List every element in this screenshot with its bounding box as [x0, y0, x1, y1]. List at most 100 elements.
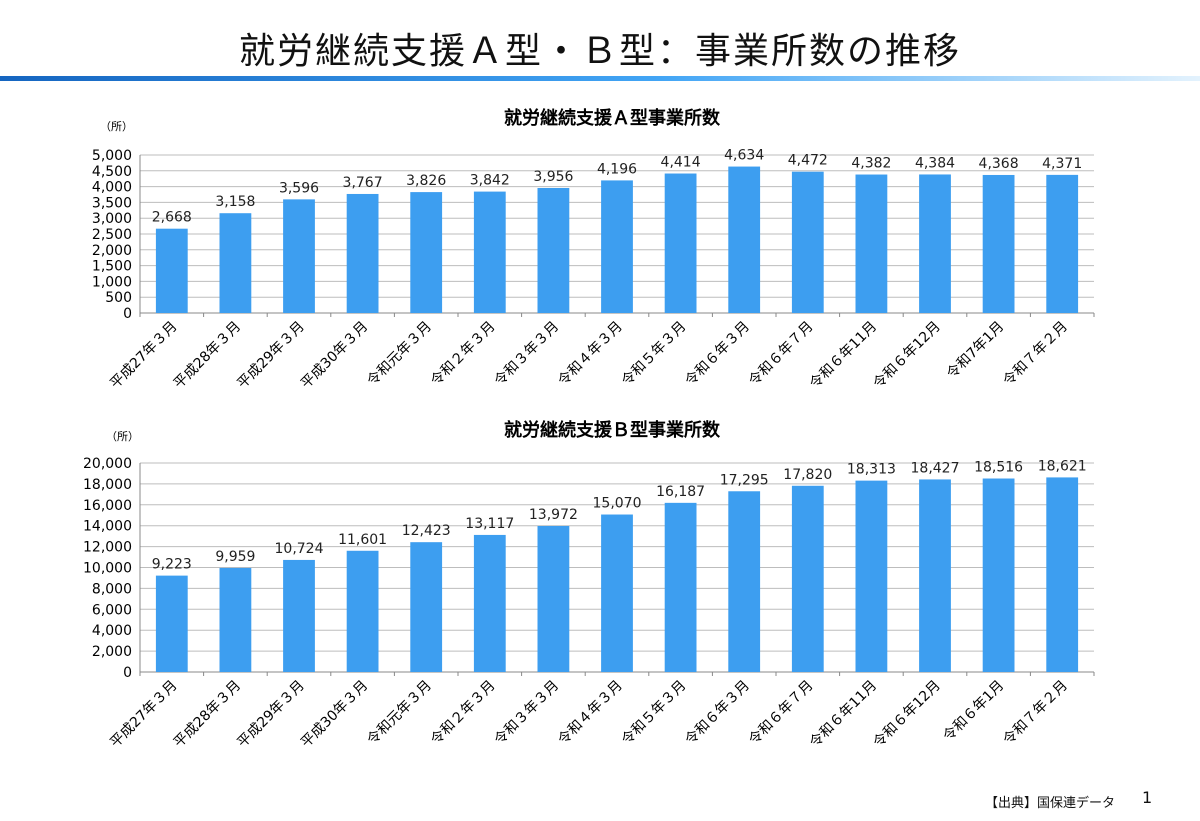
x-category-label: 令和６年12月 [870, 319, 943, 392]
y-tick-label: 16,000 [83, 498, 132, 514]
y-tick-label: 14,000 [83, 519, 132, 535]
y-tick-label: 500 [105, 290, 132, 306]
bar [283, 199, 315, 313]
y-tick-label: 18,000 [83, 477, 132, 493]
data-label: 9,959 [215, 549, 255, 565]
y-tick-label: 4,500 [92, 164, 132, 180]
x-category-label: 平成30年３月 [298, 319, 371, 392]
data-label: 4,371 [1042, 156, 1082, 172]
x-category-label: 平成27年３月 [107, 678, 180, 751]
y-tick-label: 2,000 [92, 644, 132, 660]
bar [219, 213, 252, 313]
x-category-label: 令和６年11月 [807, 319, 880, 392]
data-label: 18,621 [1038, 458, 1087, 474]
data-label: 17,295 [720, 472, 769, 488]
bar [664, 502, 697, 672]
y-tick-label: 4,000 [92, 180, 132, 196]
x-category-label: 平成29年３月 [234, 319, 307, 392]
bar [410, 192, 443, 313]
x-category-label: 平成28年３月 [171, 678, 244, 751]
x-category-label: 令和６年1月 [940, 678, 1007, 745]
bar [919, 479, 951, 672]
x-category-label: 令和６年11月 [807, 678, 880, 751]
data-label: 18,427 [911, 460, 960, 476]
x-category-label: 令和３年３月 [492, 678, 563, 749]
unit-label: （所） [106, 430, 139, 443]
data-label: 3,158 [215, 194, 255, 210]
x-category-label: 令和６年３月 [682, 678, 753, 749]
data-label: 3,826 [406, 173, 446, 189]
bar [346, 550, 379, 672]
bar [1046, 477, 1079, 672]
y-tick-label: 0 [123, 306, 132, 322]
y-tick-label: 4,000 [92, 623, 132, 639]
data-label: 18,313 [847, 462, 896, 478]
bar [283, 559, 315, 672]
x-category-label: 令和４年３月 [555, 319, 626, 390]
chart-title: 就労継続支援Ａ型事業所数 [504, 107, 721, 129]
y-tick-label: 10,000 [83, 561, 132, 577]
x-category-label: 令和５年３月 [619, 678, 690, 749]
y-tick-label: 2,000 [92, 243, 132, 259]
data-label: 4,382 [851, 156, 891, 172]
data-label: 4,414 [661, 155, 701, 171]
x-category-label: 令和６年３月 [682, 319, 753, 390]
x-category-label: 令和２年３月 [428, 319, 499, 390]
y-tick-label: 1,000 [92, 274, 132, 290]
unit-label: （所） [100, 120, 133, 133]
x-category-label: 平成30年３月 [298, 678, 371, 751]
data-label: 9,223 [152, 557, 192, 573]
data-label: 15,070 [593, 496, 642, 512]
title-accent-bar [0, 76, 1200, 81]
data-label: 17,820 [783, 467, 832, 483]
data-label: 11,601 [338, 532, 387, 548]
data-label: 4,472 [788, 153, 828, 169]
data-label: 12,423 [402, 523, 451, 539]
x-category-label: 令和２年３月 [428, 678, 499, 749]
x-category-label: 令和５年３月 [619, 319, 690, 390]
y-tick-label: 20,000 [83, 456, 132, 472]
data-label: 4,368 [979, 156, 1019, 172]
data-label: 3,767 [343, 175, 383, 191]
y-tick-label: 1,500 [92, 259, 132, 275]
bar [155, 228, 188, 313]
bar [982, 478, 1015, 672]
bar [346, 193, 379, 313]
bar [855, 174, 888, 313]
x-category-label: 令和元年３月 [364, 319, 435, 390]
bar [410, 542, 443, 672]
data-label: 3,842 [470, 173, 510, 189]
x-category-label: 令和7年1月 [944, 319, 1008, 383]
data-label: 3,596 [279, 180, 319, 196]
bar [791, 171, 824, 313]
data-label: 10,724 [275, 541, 324, 557]
bar [791, 485, 824, 672]
bar [919, 174, 951, 313]
x-category-label: 令和７年２月 [1000, 678, 1071, 749]
y-tick-label: 3,000 [92, 211, 132, 227]
page-number: 1 [1142, 788, 1153, 807]
data-label: 4,384 [915, 155, 955, 171]
y-tick-label: 12,000 [83, 540, 132, 556]
bar [855, 480, 888, 672]
bar [601, 514, 633, 672]
y-tick-label: 8,000 [92, 581, 132, 597]
bar [219, 567, 252, 672]
data-label: 4,196 [597, 161, 637, 177]
data-label: 16,187 [656, 484, 705, 500]
data-label: 18,516 [974, 460, 1023, 476]
x-category-label: 令和６年７月 [746, 678, 817, 749]
bar [473, 191, 506, 313]
bar [601, 180, 633, 313]
x-category-label: 令和６年12月 [870, 678, 943, 751]
x-category-label: 平成29年３月 [234, 678, 307, 751]
data-label: 4,634 [724, 148, 764, 164]
chart-a-type-facilities: 就労継続支援Ａ型事業所数（所）05001,0001,5002,0002,5003… [92, 107, 1095, 392]
bar [473, 534, 506, 672]
data-label: 13,117 [465, 516, 514, 532]
x-category-label: 令和元年３月 [364, 678, 435, 749]
y-tick-label: 3,500 [92, 195, 132, 211]
x-category-label: 令和６年７月 [746, 319, 817, 390]
bar [728, 491, 761, 672]
bar [982, 174, 1015, 313]
